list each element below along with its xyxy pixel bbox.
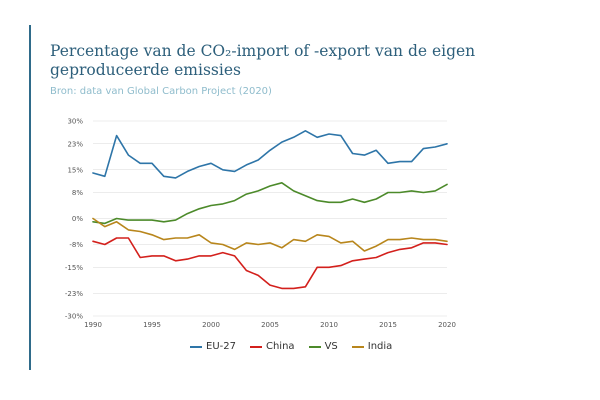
x-tick-label: 2000: [202, 321, 220, 329]
chart-title: Percentage van de CO₂-import of -export …: [50, 42, 476, 79]
x-tick-label: 2015: [379, 321, 397, 329]
legend-item: India: [351, 341, 393, 352]
y-tick-label: -30%: [65, 313, 83, 321]
legend-label: VS: [324, 341, 338, 352]
axis-labels: -30% -23% -15% -8% 0% 8% 15% 23% 30% 1990 1995 2000…: [65, 118, 456, 330]
legend-swatch: [249, 345, 262, 348]
x-tick-label: 2010: [320, 321, 338, 329]
x-tick-label: 1995: [143, 321, 161, 329]
legend-label: China: [265, 341, 295, 352]
series-line-vs: [92, 182, 448, 225]
y-tick-label: 8%: [72, 189, 83, 197]
y-tick-label: 23%: [67, 140, 83, 148]
legend-item: VS: [308, 341, 338, 352]
legend-item: EU-27: [190, 341, 236, 352]
series-layer: [92, 130, 448, 290]
legend-swatch: [308, 345, 321, 348]
y-tick-label: -15%: [65, 264, 83, 272]
chart-source: Bron: data van Global Carbon Project (20…: [50, 86, 272, 97]
x-tick-label: 1990: [84, 321, 102, 329]
legend-swatch: [190, 345, 202, 348]
y-tick-label: 15%: [67, 166, 83, 174]
accent-bar: [29, 25, 31, 370]
y-tick-label: 0%: [72, 215, 83, 223]
y-tick-label: -8%: [69, 241, 83, 249]
y-tick-label: 30%: [67, 118, 83, 126]
legend-label: India: [367, 341, 393, 352]
legend-swatch: [351, 345, 364, 348]
legend-item: China: [249, 341, 295, 352]
series-line-eu-27: [92, 130, 448, 179]
series-line-china: [92, 237, 448, 290]
x-tick-label: 2020: [438, 321, 456, 329]
legend: EU-27 China VS India: [190, 341, 392, 352]
y-tick-label: -23%: [65, 290, 83, 298]
series-line-india: [92, 217, 448, 252]
x-tick-label: 2005: [261, 321, 279, 329]
legend-label: EU-27: [206, 341, 236, 352]
